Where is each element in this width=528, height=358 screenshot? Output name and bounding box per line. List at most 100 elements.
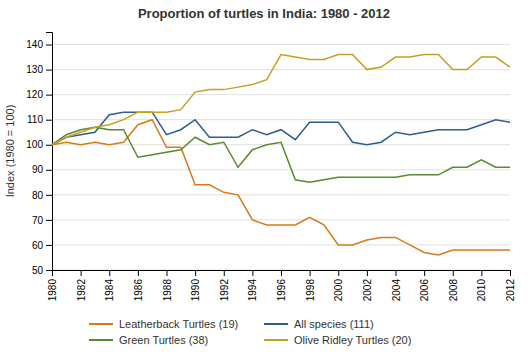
legend-label: Green Turtles (38) (119, 334, 208, 346)
x-tick: 1980 (47, 270, 58, 301)
legend-label: Olive Ridley Turtles (20) (294, 334, 411, 346)
y-tick-mark (46, 170, 52, 171)
x-tick-mark (510, 270, 511, 276)
y-tick-label: 130 (26, 64, 43, 75)
legend-swatch (264, 339, 288, 341)
y-tick-label: 90 (32, 164, 44, 175)
grid (52, 45, 510, 270)
x-tick-mark (195, 270, 196, 276)
x-tick-mark (338, 270, 339, 276)
legend-label: Leatherback Turtles (19) (119, 318, 238, 330)
x-tick-mark (396, 270, 397, 276)
y-tick-label: 140 (26, 39, 43, 50)
x-tick-label: 1996 (276, 279, 287, 302)
legend-label: All species (111) (294, 318, 374, 330)
x-tick: 2010 (476, 270, 487, 301)
x-tick: 1998 (305, 270, 316, 301)
y-tick: 140 (26, 39, 52, 50)
y-tick-mark (46, 220, 52, 221)
y-tick: 50 (32, 265, 52, 276)
y-tick-label: 110 (27, 114, 43, 125)
x-tick: 1988 (162, 270, 173, 301)
chart: 1980 1982 1984 1986 1988 1990 1992 1994 1996 1998… (0, 0, 528, 358)
y-tick-label: 100 (26, 139, 43, 150)
x-tick-mark (109, 270, 110, 276)
x-tick-label: 2000 (333, 279, 344, 302)
y-tick: 100 (26, 139, 52, 150)
x-tick: 2000 (333, 270, 344, 301)
y-tick-label: 50 (32, 265, 44, 276)
y-tick: 70 (32, 215, 52, 226)
y-tick-label: 60 (32, 240, 44, 251)
y-axis-title: Index (1980 = 100) (4, 105, 16, 198)
grid-line (52, 69, 510, 70)
y-tick-mark (46, 145, 52, 146)
legend-item: Green Turtles (38) (89, 334, 208, 346)
x-tick-mark (310, 270, 311, 276)
x-tick-mark (453, 270, 454, 276)
y-tick-mark (46, 95, 52, 96)
x-tick: 2006 (419, 270, 430, 301)
y-tick-mark (46, 45, 52, 46)
x-tick-mark (281, 270, 282, 276)
grid-line (52, 94, 510, 95)
y-tick: 60 (32, 240, 52, 251)
x-tick-label: 1980 (47, 279, 58, 302)
y-axis-line (46, 33, 53, 271)
x-tick-mark (138, 270, 139, 276)
series-line (52, 112, 510, 145)
grid-line (52, 194, 510, 195)
legend-item: All species (111) (264, 318, 374, 330)
y-tick-label: 70 (32, 215, 44, 226)
x-tick-label: 1994 (247, 279, 258, 302)
x-tick: 1984 (104, 270, 115, 301)
legend-swatch (89, 323, 113, 325)
y-tick: 90 (32, 164, 52, 175)
legend-item: Leatherback Turtles (19) (89, 318, 238, 330)
x-tick-mark (367, 270, 368, 276)
x-tick-mark (252, 270, 253, 276)
x-tick: 1992 (219, 270, 230, 301)
y-tick: 80 (32, 190, 52, 201)
grid-line (52, 169, 510, 170)
x-tick-mark (81, 270, 82, 276)
x-tick-label: 1984 (104, 279, 115, 302)
y-axis: 50 60 70 80 90 100 110 120 130 140 (26, 33, 52, 276)
x-tick-label: 1988 (162, 279, 173, 302)
y-tick-mark (46, 120, 52, 121)
grid-line (52, 44, 510, 45)
y-tick-label: 80 (32, 190, 44, 201)
x-tick: 1996 (276, 270, 287, 301)
x-tick-label: 2010 (476, 279, 487, 302)
x-tick: 1994 (247, 270, 258, 301)
legend: Leatherback Turtles (19) All species (111… (89, 318, 411, 346)
x-tick: 1982 (76, 270, 87, 301)
x-tick-label: 1990 (190, 279, 201, 302)
x-tick-label: 1986 (133, 279, 144, 302)
x-tick: 2004 (391, 270, 402, 301)
legend-swatch (264, 323, 288, 325)
x-tick-mark (224, 270, 225, 276)
legend-item: Olive Ridley Turtles (20) (264, 334, 411, 346)
x-tick-label: 2004 (391, 279, 402, 302)
series-line (52, 127, 510, 182)
x-tick-label: 1998 (305, 279, 316, 302)
x-tick-mark (481, 270, 482, 276)
x-axis-line (53, 271, 511, 277)
x-tick-label: 2012 (505, 279, 516, 302)
x-tick-label: 1982 (76, 279, 87, 302)
grid-line (52, 144, 510, 145)
x-tick: 2002 (362, 270, 373, 301)
y-tick-mark (46, 195, 52, 196)
x-tick: 2012 (505, 270, 516, 301)
series-line (52, 120, 510, 255)
grid-line (52, 244, 510, 245)
series-line (52, 55, 510, 145)
x-tick-mark (424, 270, 425, 276)
legend-swatch (89, 339, 113, 341)
y-tick: 120 (26, 89, 52, 100)
x-tick: 2008 (448, 270, 459, 301)
title: Proportion of turtles in India: 1980 - 2… (138, 6, 390, 21)
x-tick-label: 2008 (448, 279, 459, 302)
y-tick-mark (46, 70, 52, 71)
